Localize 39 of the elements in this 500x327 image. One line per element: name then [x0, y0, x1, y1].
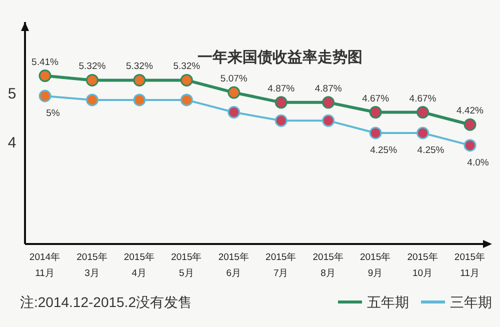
text: 注:2014.12-2015.2没有发售 — [20, 294, 192, 310]
data-label: 4.67% — [409, 93, 437, 104]
point — [274, 114, 288, 127]
x-tick-label: 2015年 7月 — [266, 251, 297, 279]
x-tick-label: 2015年 3月 — [76, 251, 108, 279]
y-tick-label: 4 — [8, 134, 16, 152]
data-label: 4.42% — [456, 106, 484, 117]
data-label: 4.67% — [362, 93, 390, 104]
point — [464, 139, 476, 152]
point — [38, 70, 52, 82]
data-label: 4.87% — [268, 83, 296, 94]
x-tick-label: 2014年 11月 — [29, 251, 61, 279]
point — [180, 74, 193, 86]
point — [86, 74, 98, 86]
data-label: 5% — [46, 108, 60, 119]
point — [228, 86, 240, 99]
point — [416, 126, 430, 140]
point — [228, 106, 240, 119]
data-label: 4.25% — [370, 145, 398, 156]
x-tick-label: 2015年 10月 — [407, 251, 438, 279]
data-label: 5.41% — [32, 56, 60, 68]
data-label: 4.0% — [467, 157, 490, 168]
y-tick-label: 5 — [8, 85, 16, 102]
x-tick-label: 2015年 5月 — [171, 251, 202, 279]
data-label: 4.25% — [417, 145, 445, 156]
x-tick-label: 2015年 9月 — [360, 251, 392, 279]
legend-label: 五年期 — [367, 294, 409, 310]
point — [322, 114, 335, 127]
point — [133, 74, 146, 86]
x-tick-label: 2015年 11月 — [454, 251, 486, 279]
legend-label: 三年期 — [450, 294, 492, 310]
data-label: 4.87% — [314, 83, 342, 94]
x-tick-label: 2015年 4月 — [124, 251, 156, 279]
x-tick-label: 2015年 8月 — [312, 251, 344, 279]
point — [369, 126, 382, 140]
x-tick-label: 2015年 6月 — [218, 251, 250, 279]
data-label: 5.07% — [220, 74, 248, 85]
data-label: 5.32% — [126, 61, 154, 72]
data-label: 5.32% — [78, 61, 106, 72]
